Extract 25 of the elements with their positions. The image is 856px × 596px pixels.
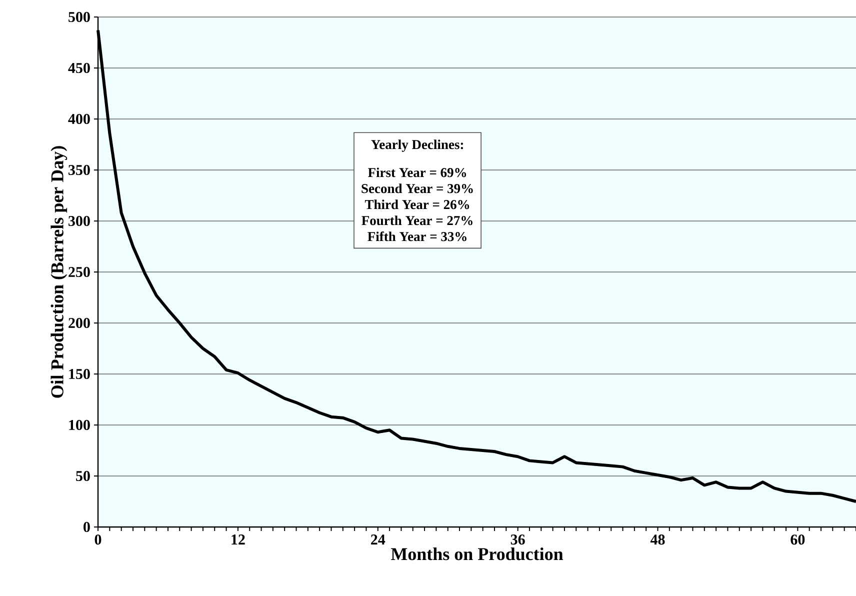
x-tick-label: 24 [371, 534, 386, 544]
annotation: Fifth Year = 33% [368, 231, 466, 242]
y-tick-label: 100 [69, 420, 90, 430]
y-tick-label: 400 [68, 114, 90, 124]
y-tick-label: 500 [68, 12, 90, 22]
x-tick-label: 48 [650, 534, 665, 545]
annotation: Second Year = 39% [362, 184, 473, 194]
y-tick-label: 50 [76, 470, 90, 482]
y-axis-title: Oil Production (Barrels per Day) [50, 146, 68, 398]
annotation: First Year = 69% [368, 168, 466, 178]
y-tick-label: 300 [68, 216, 90, 226]
y-tick-label: 450 [68, 62, 90, 74]
x-axis-title: Months on Production [390, 547, 564, 560]
annotation: Third Year = 26% [364, 200, 470, 210]
x-tick-label: 60 [790, 534, 805, 545]
x-tick-label: 36 [510, 534, 525, 545]
x-tick-label: 12 [232, 534, 245, 544]
y-tick-label: 150 [69, 368, 90, 380]
x-tick-label: 0 [94, 534, 102, 545]
annotation: Fourth Year = 27% [362, 216, 472, 226]
y-tick-label: 250 [68, 266, 90, 278]
y-tick-label: 200 [68, 318, 90, 328]
y-tick-label: 350 [68, 164, 90, 176]
annotation: Yearly Declines: [371, 140, 464, 152]
y-tick-label: 0 [84, 522, 90, 532]
